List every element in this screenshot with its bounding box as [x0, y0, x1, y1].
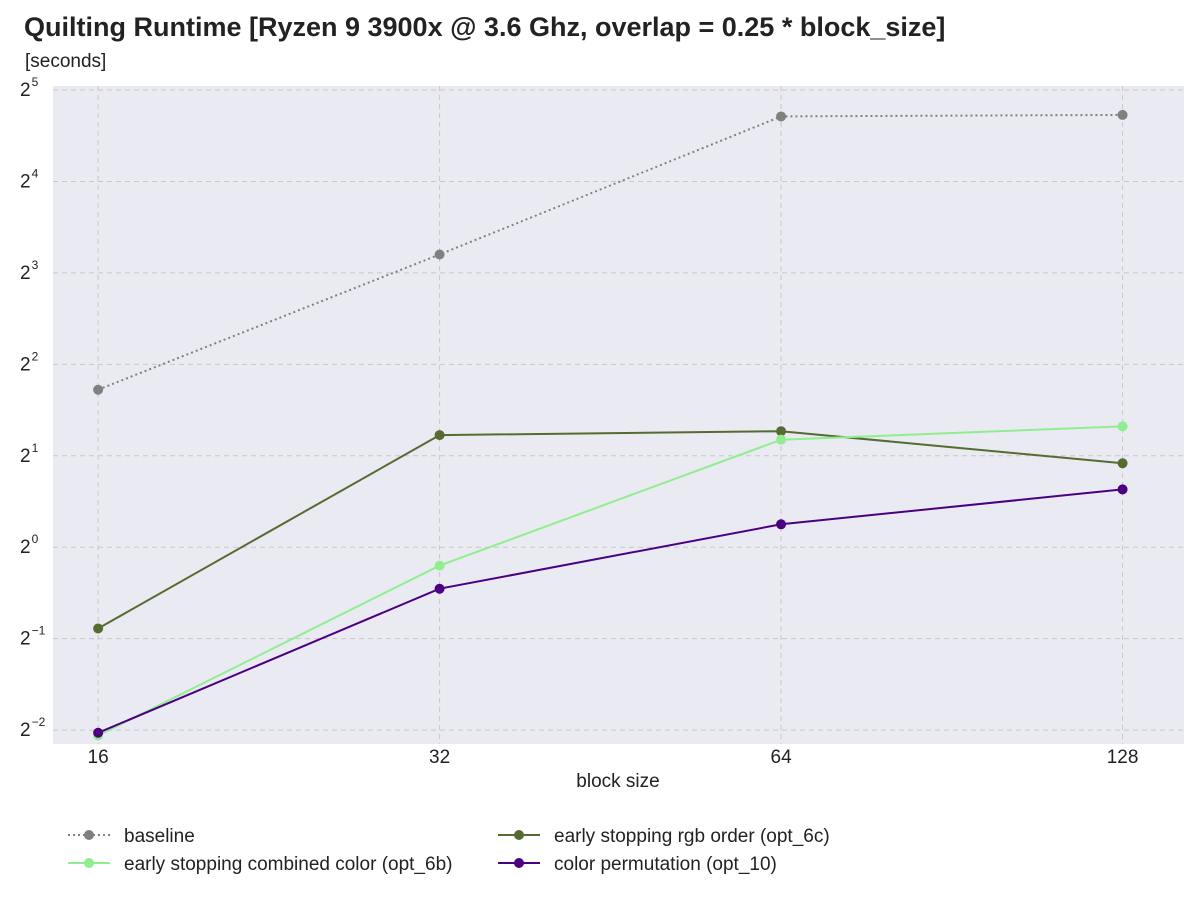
chart-title: Quilting Runtime [Ryzen 9 3900x @ 3.6 Gh… [24, 12, 946, 42]
data-point [434, 583, 445, 594]
legend-label: early stopping rgb order (opt_6c) [554, 826, 830, 847]
y-tick-label: 2−1 [20, 624, 46, 650]
series-layer [93, 109, 1128, 741]
data-point [1117, 484, 1128, 495]
y-tick-label: 24 [20, 166, 39, 192]
data-point [93, 384, 104, 395]
data-point [1117, 109, 1128, 120]
series-baseline [93, 109, 1128, 395]
legend-marker [514, 830, 524, 840]
x-tick-label: 128 [1107, 747, 1139, 768]
data-point [1117, 458, 1128, 469]
series-early-stopping-rgb-order-opt-6c- [93, 426, 1128, 634]
legend-marker [514, 858, 524, 868]
series-line [97, 430, 1123, 630]
plot-area [53, 86, 1184, 744]
x-tick-label: 16 [88, 747, 109, 768]
series-early-stopping-combined-color-opt-6b- [93, 421, 1128, 741]
data-point [776, 111, 787, 122]
legend-marker [84, 830, 94, 840]
data-point [434, 560, 445, 571]
legend-label: early stopping combined color (opt_6b) [124, 854, 452, 875]
legend-item: baseline [68, 826, 195, 847]
gridlines [53, 86, 1184, 744]
series-line [97, 425, 1123, 737]
legend-label: baseline [124, 826, 195, 847]
y-ticks: 2−2 2−1 20 21 22 23 24 25 [20, 75, 46, 741]
y-tick-label: 25 [20, 75, 39, 101]
legend: baseline early stopping rgb order (opt_6c… [68, 826, 830, 875]
y-tick-label: 2−2 [20, 715, 46, 741]
data-point [776, 426, 787, 437]
y-tick-label: 21 [20, 441, 39, 467]
legend-item: early stopping combined color (opt_6b) [68, 854, 452, 875]
data-point [93, 623, 104, 634]
data-point [776, 519, 787, 530]
y-tick-label: 23 [20, 258, 39, 284]
x-ticks: 16 32 64 128 [88, 747, 1139, 768]
y-axis-label: [seconds] [25, 51, 107, 72]
series-line [97, 488, 1123, 734]
data-point [93, 727, 104, 738]
series-color-permutation-opt-10- [93, 484, 1128, 738]
y-tick-label: 20 [20, 532, 39, 558]
data-point [434, 430, 445, 441]
x-axis-label: block size [576, 771, 659, 792]
legend-marker [84, 858, 94, 868]
data-point [776, 434, 787, 445]
data-point [434, 249, 445, 260]
legend-label: color permutation (opt_10) [554, 854, 777, 875]
y-tick-label: 22 [20, 349, 39, 375]
data-point [1117, 421, 1128, 432]
series-line [97, 113, 1123, 391]
legend-item: early stopping rgb order (opt_6c) [498, 826, 830, 847]
x-tick-label: 32 [429, 747, 450, 768]
x-tick-label: 64 [771, 747, 793, 768]
legend-item: color permutation (opt_10) [498, 854, 777, 875]
